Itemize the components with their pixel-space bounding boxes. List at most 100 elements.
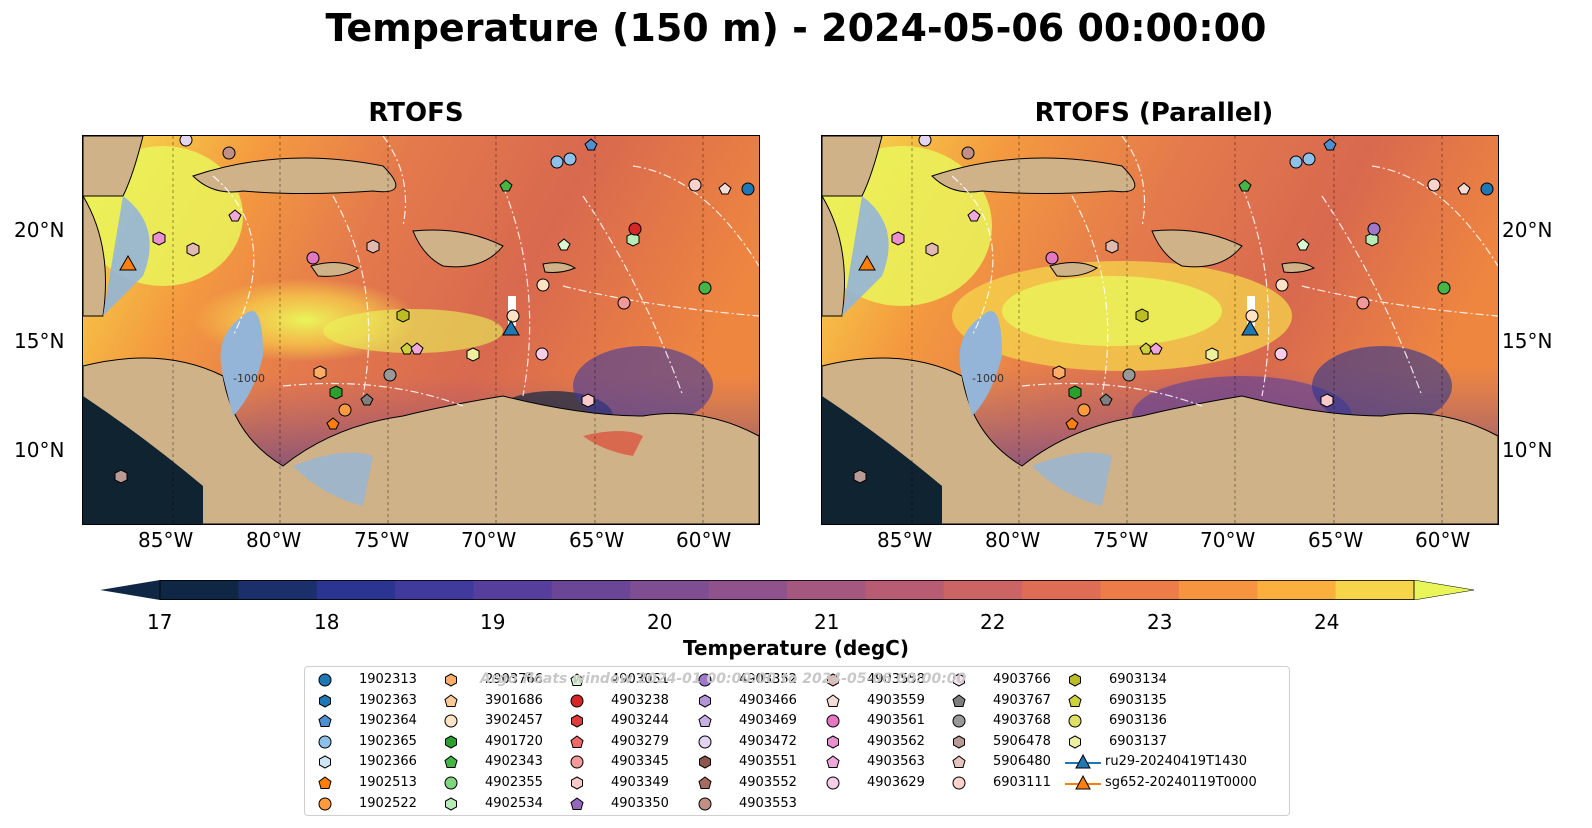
- circle-marker-icon: [570, 755, 584, 769]
- legend-item-label: 4903350: [611, 795, 669, 811]
- circle-marker-icon: [826, 714, 840, 728]
- lon-label-right-60w: 60°W: [1415, 528, 1471, 552]
- map-rtofs: -1000: [83, 136, 759, 524]
- hexagon-marker-icon: [699, 755, 711, 769]
- colorbar-extend-high: [1413, 579, 1475, 601]
- legend-item-label: 4903345: [611, 754, 669, 770]
- colorbar: [100, 579, 1475, 604]
- hexagon-marker-icon: [571, 776, 583, 790]
- pentagon-marker-icon: [444, 755, 458, 769]
- hexagon-marker-icon: [571, 714, 583, 728]
- colorbar-swatch: [1100, 580, 1180, 600]
- contour-label-parallel: -1000: [972, 372, 1004, 385]
- colorbar-extend-low: [100, 580, 160, 600]
- panel-title-rtofs-parallel: RTOFS (Parallel): [1034, 98, 1274, 128]
- pentagon-marker-icon: [952, 693, 966, 707]
- pentagon-marker-icon: [318, 776, 332, 789]
- legend-item-label: 3902457: [485, 713, 543, 729]
- legend-item-label: 1902522: [359, 795, 417, 811]
- legend-item-label: 1902366: [359, 754, 417, 770]
- colorbar-swatch: [1335, 580, 1415, 600]
- legend-item-label: 6903135: [1109, 692, 1167, 708]
- colorbar-swatch: [1178, 580, 1258, 600]
- colorbar-swatches: [100, 579, 1475, 601]
- colorbar-swatch: [943, 580, 1023, 600]
- legend-item-label: 4902355: [485, 775, 543, 790]
- legend-item-label: 4903051: [611, 672, 669, 687]
- colorbar-swatch: [160, 580, 239, 600]
- legend-item-label: 5906478: [993, 733, 1051, 749]
- circle-marker-icon: [698, 797, 712, 811]
- legend-item-label: 6903136: [1109, 713, 1167, 729]
- circle-marker-icon: [444, 714, 458, 728]
- legend-item-label: 4902534: [485, 795, 543, 811]
- circle-marker-icon: [1068, 714, 1082, 728]
- legend-item-label: 6903111: [993, 775, 1051, 790]
- lat-label-left-15n: 15°N: [14, 329, 65, 353]
- legend-item-label: 4903552: [739, 775, 797, 790]
- legend-item-label: 4903244: [611, 713, 669, 729]
- legend-item-label: 2903766: [485, 672, 543, 687]
- colorbar-tick-22: 22: [980, 610, 1006, 634]
- colorbar-swatch: [630, 580, 710, 600]
- colorbar-swatch: [238, 580, 318, 600]
- legend-item-label: 4903561: [867, 713, 925, 729]
- legend-item-label: 6903134: [1109, 672, 1167, 687]
- circle-marker-icon: [698, 673, 712, 687]
- figure-title: Temperature (150 m) - 2024-05-06 00:00:0…: [325, 6, 1267, 50]
- hexagon-marker-icon: [445, 797, 457, 811]
- lon-label-right-65w: 65°W: [1308, 528, 1364, 552]
- legend-item-label: 5906480: [993, 754, 1051, 770]
- lon-label-left-60w: 60°W: [676, 528, 732, 552]
- colorbar-swatch: [1022, 580, 1101, 600]
- hexagon-marker-icon: [1069, 673, 1081, 687]
- legend-item-label: 4903768: [993, 713, 1051, 729]
- colorbar-tick-18: 18: [314, 610, 340, 634]
- colorbar-swatch: [708, 580, 788, 600]
- panel-title-rtofs: RTOFS: [368, 98, 464, 128]
- hexagon-marker-icon: [319, 755, 331, 769]
- pentagon-marker-icon: [444, 693, 458, 707]
- map-panel-rtofs-parallel: -1000: [821, 135, 1499, 525]
- legend-item-label: 4903466: [739, 692, 797, 708]
- legend-item-label: 4903562: [867, 733, 925, 749]
- pentagon-marker-icon: [570, 735, 584, 748]
- lon-label-right-80w: 80°W: [985, 528, 1041, 552]
- lat-label-right-10n: 10°N: [1502, 438, 1553, 462]
- pentagon-marker-icon: [826, 755, 840, 769]
- circle-marker-icon: [826, 776, 840, 790]
- lon-label-right-70w: 70°W: [1200, 528, 1256, 552]
- circle-marker-icon: [444, 776, 458, 790]
- lat-label-right-20n: 20°N: [1502, 218, 1553, 242]
- pentagon-marker-icon: [570, 673, 584, 686]
- colorbar-label: Temperature (degC): [683, 636, 909, 660]
- circle-marker-icon: [952, 714, 966, 728]
- hexagon-marker-icon: [445, 673, 457, 687]
- legend-item-label: 4903629: [867, 775, 925, 790]
- legend: 1902313 1902363 1902364 1902365 1902366 19025…: [304, 666, 1290, 816]
- colorbar-swatch: [551, 580, 631, 600]
- lat-label-right-15n: 15°N: [1502, 329, 1553, 353]
- circle-marker-icon: [318, 797, 332, 811]
- lon-label-left-80w: 80°W: [246, 528, 302, 552]
- legend-item-label: 4903551: [739, 754, 797, 770]
- triangle-line-marker-icon: [1065, 774, 1101, 790]
- colorbar-swatch: [473, 580, 553, 600]
- hexagon-marker-icon: [1069, 735, 1081, 749]
- watermark: Argo floats window 2024-01 00:00:00 to 2…: [480, 671, 967, 687]
- legend-item-label: 4903238: [611, 692, 669, 708]
- lon-label-left-65w: 65°W: [569, 528, 625, 552]
- pentagon-marker-icon: [570, 796, 584, 810]
- legend-item-label: 4903553: [739, 795, 797, 811]
- pentagon-marker-icon: [1068, 693, 1082, 707]
- legend-item-label: 6903137: [1109, 733, 1167, 749]
- hexagon-marker-icon: [319, 694, 331, 708]
- lon-label-right-85w: 85°W: [877, 528, 933, 552]
- legend-item-label: 1902313: [359, 672, 417, 687]
- circle-marker-icon: [698, 735, 712, 749]
- lon-label-right-75w: 75°W: [1093, 528, 1149, 552]
- contour-label: -1000: [233, 372, 265, 385]
- legend-item-label: 1902513: [359, 775, 417, 790]
- pentagon-marker-icon: [952, 755, 966, 769]
- legend-item-label: 4903767: [993, 692, 1051, 708]
